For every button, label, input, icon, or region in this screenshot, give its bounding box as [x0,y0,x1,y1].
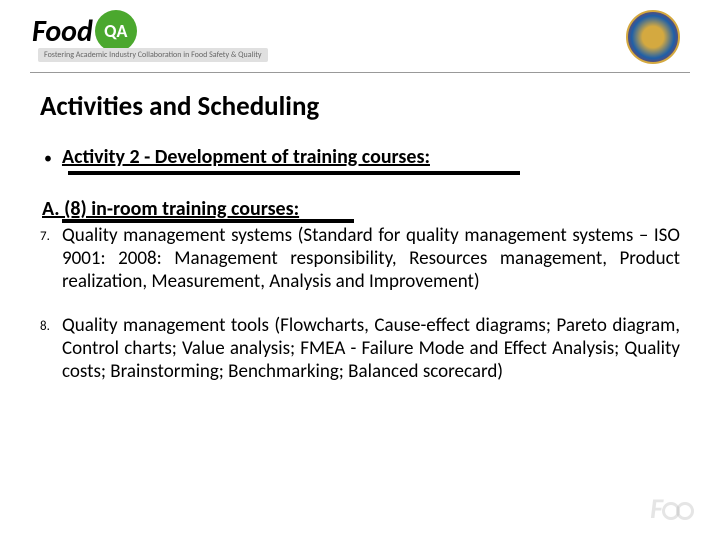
qa-badge-icon: QA [95,10,137,52]
activity-heading: • Activity 2 - Development of training c… [40,145,680,169]
list-text: Quality management tools (Flowcharts, Ca… [62,315,680,383]
logo-text: Food [32,13,93,50]
watermark-logo: F [650,491,692,526]
slide-content: Activities and Scheduling • Activity 2 -… [0,74,720,384]
list-text: Quality management systems (Standard for… [62,225,680,293]
slide-header: Food QA Fostering Academic Industry Coll… [0,0,720,74]
list-item: 8. Quality management tools (Flowcharts,… [40,315,680,383]
logo-tagline: Fostering Academic Industry Collaboratio… [38,48,268,62]
list-item: 7. Quality management systems (Standard … [40,225,680,293]
activity-underline [68,171,520,175]
bullet-icon: • [44,149,52,168]
subheading-a: A. (8) in-room training courses: [42,197,680,221]
university-seal-icon [626,10,680,64]
activity-label: Activity 2 - Development of training cou… [62,145,430,169]
list-number: 7. [40,225,62,293]
header-divider [30,72,690,73]
page-title: Activities and Scheduling [40,90,680,123]
logo-foodqa: Food QA [32,10,137,52]
list-number: 8. [40,315,62,383]
